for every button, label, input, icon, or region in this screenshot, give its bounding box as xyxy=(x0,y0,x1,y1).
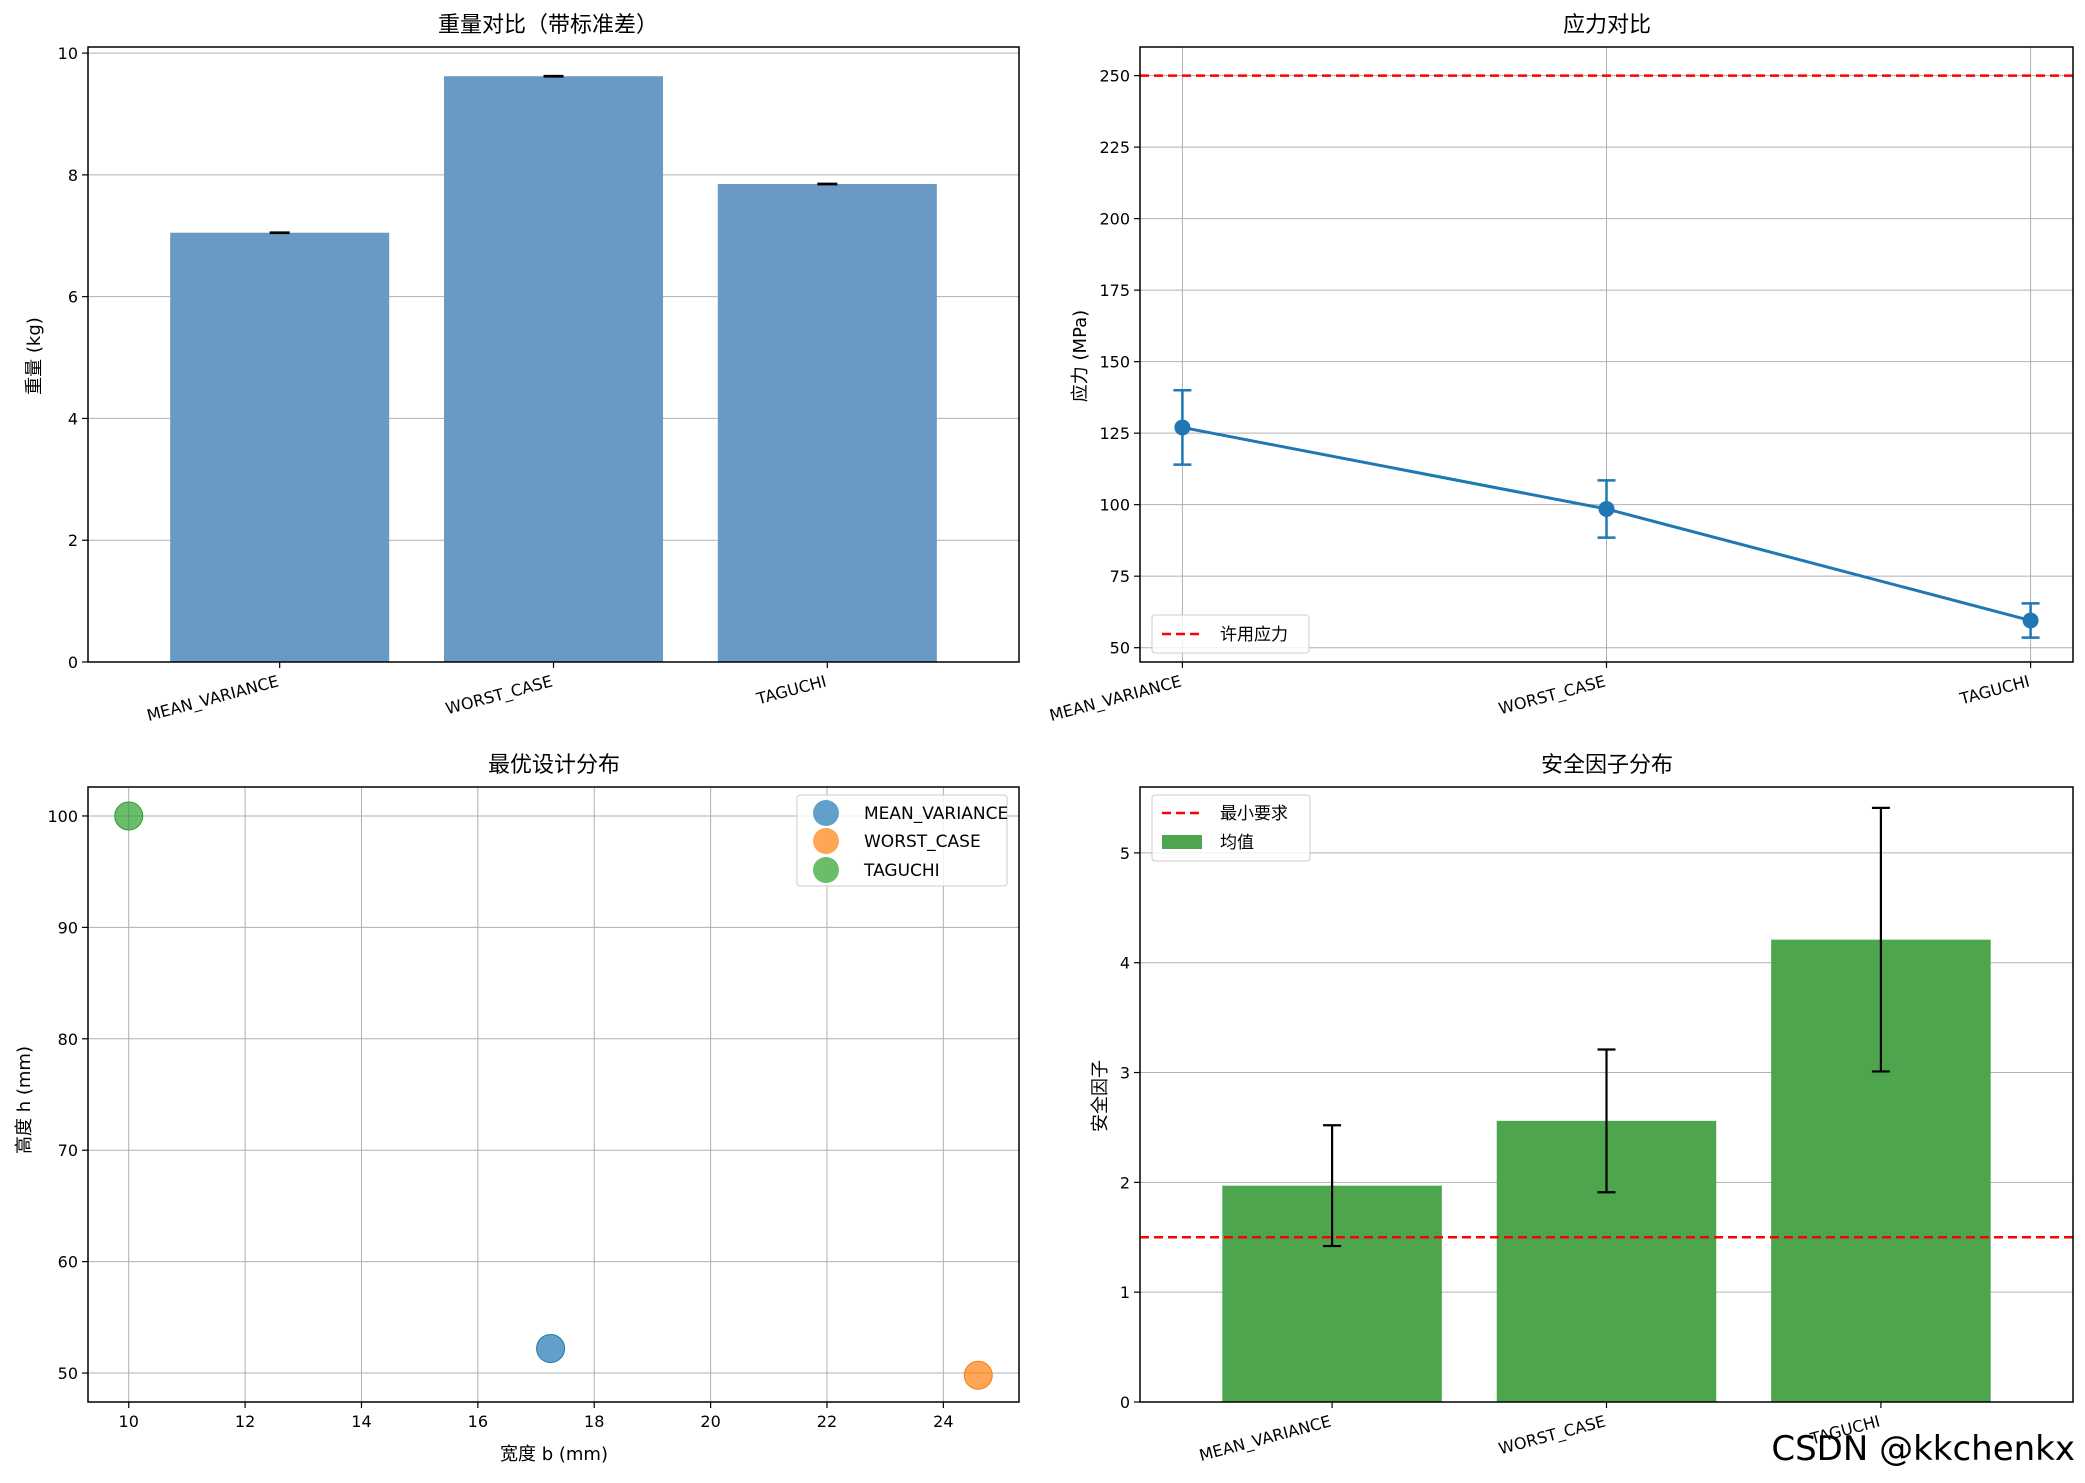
design-chart-title: 最优设计分布 xyxy=(488,753,620,778)
design-legend: MEAN_VARIANCE WORST_CASE TAGUCHI xyxy=(796,794,1008,887)
design-xtick-label: 18 xyxy=(584,1412,604,1431)
weight-xtick-label: MEAN_VARIANCE xyxy=(145,672,281,726)
weight-chart-ylabel: 重量 (kg) xyxy=(24,317,45,395)
design-xtick-label: 14 xyxy=(351,1412,371,1431)
stress-ytick-label: 175 xyxy=(1099,281,1130,300)
design-xtick-label: 22 xyxy=(817,1412,837,1431)
weight-chart-title: 重量对比（带标准差） xyxy=(438,13,658,38)
stress-point xyxy=(1174,419,1191,436)
safety-chart-ylabel: 安全因子 xyxy=(1090,1060,1111,1132)
design-legend-label-2: WORST_CASE xyxy=(864,832,981,852)
weight-chart: 0 2 4 6 8 10 MEAN_VARIANCE WORST_CASE TAGUCHI 重量… xyxy=(24,13,1020,726)
design-xtick-label: 20 xyxy=(700,1412,720,1431)
design-scatter-chart: 50 60 70 80 90 100 10 12 14 16 18 20 22 24 最优设计分布 宽度 … xyxy=(14,753,1020,1465)
stress-chart-ylabel: 应力 (MPa) xyxy=(1070,310,1091,402)
safety-legend-label-1: 最小要求 xyxy=(1220,804,1288,824)
design-point xyxy=(536,1334,566,1364)
stress-ytick-label: 200 xyxy=(1099,210,1130,229)
stress-plot-frame xyxy=(1139,46,2074,663)
design-ytick-label: 100 xyxy=(47,807,78,826)
safety-ytick-label: 5 xyxy=(1120,844,1130,863)
stress-ytick-label: 100 xyxy=(1099,496,1130,515)
weight-ytick-label: 8 xyxy=(68,166,78,185)
safety-ytick-label: 1 xyxy=(1120,1283,1130,1302)
safety-chart-title: 安全因子分布 xyxy=(1541,753,1673,778)
stress-xtick-label: MEAN_VARIANCE xyxy=(1047,672,1183,726)
stress-ytick-label: 50 xyxy=(1110,639,1130,658)
weight-xtick-label: WORST_CASE xyxy=(444,672,555,720)
stress-ytick-label: 225 xyxy=(1099,138,1130,157)
safety-plot-frame xyxy=(1139,786,2074,1403)
design-xtick-label: 12 xyxy=(235,1412,255,1431)
safety-xtick-label: WORST_CASE xyxy=(1497,1412,1608,1460)
stress-point xyxy=(1598,500,1615,517)
design-chart-xlabel: 宽度 b (mm) xyxy=(500,1444,608,1465)
safety-legend: 最小要求 均值 xyxy=(1151,794,1311,862)
design-xtick-label: 10 xyxy=(119,1412,139,1431)
design-ytick-label: 70 xyxy=(58,1141,78,1160)
stress-ytick-label: 75 xyxy=(1110,567,1130,586)
design-ytick-label: 90 xyxy=(58,918,78,937)
weight-ytick-label: 2 xyxy=(68,531,78,550)
design-xtick-label: 24 xyxy=(933,1412,953,1431)
safety-xtick-label: MEAN_VARIANCE xyxy=(1197,1412,1333,1466)
stress-ytick-label: 250 xyxy=(1099,67,1130,86)
safety-ytick-label: 0 xyxy=(1120,1393,1130,1412)
design-ytick-label: 80 xyxy=(58,1030,78,1049)
stress-ytick-label: 150 xyxy=(1099,353,1130,372)
safety-ytick-label: 4 xyxy=(1120,954,1130,973)
weight-bar xyxy=(443,76,664,662)
stress-chart: 50 75 100 125 150 175 200 225 250 MEAN_VARIANCE WO… xyxy=(1047,13,2074,726)
stress-ytick-label: 125 xyxy=(1099,424,1130,443)
design-point xyxy=(963,1360,993,1390)
stress-legend: 许用应力 xyxy=(1151,614,1310,654)
safety-legend-label-2: 均值 xyxy=(1220,833,1254,853)
stress-xtick-label: WORST_CASE xyxy=(1497,672,1608,720)
design-chart-ylabel: 高度 h (mm) xyxy=(14,1046,35,1154)
weight-bar xyxy=(717,184,937,662)
safety-ytick-label: 2 xyxy=(1120,1173,1130,1192)
design-legend-label-3: TAGUCHI xyxy=(863,861,940,881)
weight-ytick-label: 4 xyxy=(68,409,78,428)
weight-ytick-label: 0 xyxy=(68,653,78,672)
watermark: CSDN @kkchenkx xyxy=(1771,1429,2075,1469)
design-ytick-label: 50 xyxy=(58,1364,78,1383)
design-plot-frame xyxy=(87,786,1020,1403)
weight-plot-frame xyxy=(87,46,1020,663)
design-xtick-label: 16 xyxy=(468,1412,488,1431)
design-legend-label-1: MEAN_VARIANCE xyxy=(864,804,1008,824)
weight-ytick-label: 6 xyxy=(68,288,78,307)
stress-xtick-label: TAGUCHI xyxy=(1957,672,2032,709)
stress-chart-title: 应力对比 xyxy=(1563,13,1651,38)
weight-ytick-label: 10 xyxy=(58,44,78,63)
stress-point xyxy=(2022,612,2039,629)
safety-ytick-label: 3 xyxy=(1120,1064,1130,1083)
weight-bar xyxy=(170,232,390,662)
design-ytick-label: 60 xyxy=(58,1253,78,1272)
design-point xyxy=(114,801,144,831)
stress-legend-label: 许用应力 xyxy=(1220,625,1288,645)
weight-xtick-label: TAGUCHI xyxy=(754,672,829,709)
